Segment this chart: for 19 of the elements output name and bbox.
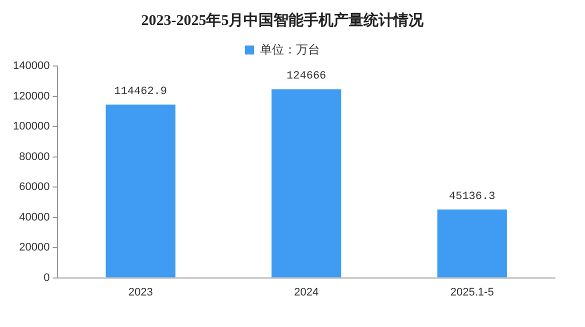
y-tick-label: 60000 [19, 181, 50, 194]
y-tick-label: 120000 [12, 90, 50, 102]
x-tick-label: 2024 [294, 286, 319, 298]
y-tick-label: 20000 [19, 242, 50, 254]
y-tick-label: 80000 [19, 150, 50, 163]
y-tick-label: 100000 [12, 120, 50, 133]
data-label: 124666 [286, 70, 326, 83]
data-label: 45136.3 [449, 190, 496, 203]
bar [106, 104, 176, 278]
y-tick-label: 0 [44, 272, 50, 284]
bar [272, 89, 342, 278]
legend-label: 单位：万台 [260, 42, 320, 56]
y-tick-label: 40000 [19, 211, 50, 224]
y-tick-label: 140000 [12, 60, 50, 72]
chart-title: 2023-2025年5月中国智能手机产量统计情况 [141, 12, 425, 29]
x-tick-label: 2025.1-5 [450, 286, 494, 298]
data-label: 114462.9 [114, 86, 167, 98]
x-tick-label: 2023 [128, 286, 153, 298]
bar [437, 210, 507, 278]
